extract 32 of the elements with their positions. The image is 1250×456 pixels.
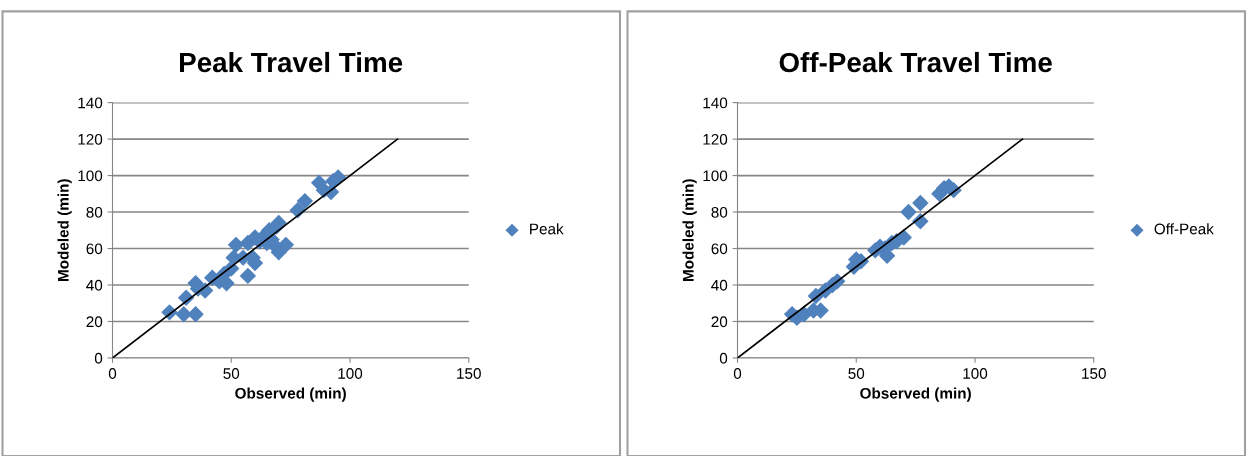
y-tick-label: 80 [86, 206, 103, 218]
y-tick-label: 100 [703, 170, 728, 182]
x-axis-title: Observed (min) [235, 387, 346, 402]
y-tick-label: 140 [78, 97, 103, 109]
y-tick-label: 140 [703, 97, 728, 109]
y-tick-label: 0 [719, 352, 728, 364]
x-axis-title: Observed (min) [860, 387, 971, 402]
x-tick-label: 100 [338, 368, 363, 379]
chart-title: Peak Travel Time [180, 51, 403, 73]
x-tick-label: 0 [733, 368, 742, 379]
y-tick-label: 60 [86, 243, 103, 255]
x-tick-label: 50 [223, 368, 240, 379]
y-tick-label: 20 [86, 316, 103, 328]
y-tick-label: 100 [78, 170, 103, 182]
x-tick-label: 150 [457, 368, 481, 379]
y-tick-label: 80 [711, 206, 728, 218]
y-tick-label: 0 [94, 352, 103, 364]
y-axis-title: Modeled (min) [682, 179, 697, 282]
y-tick-label: 40 [711, 279, 728, 291]
legend-label: Off-Peak [1154, 223, 1214, 235]
x-tick-label: 0 [108, 368, 117, 379]
chart-title: Off-Peak Travel Time [779, 51, 1052, 73]
y-axis-title: Modeled (min) [57, 179, 72, 282]
legend-label: Peak [530, 223, 564, 235]
x-tick-label: 50 [848, 368, 865, 379]
y-tick-label: 60 [711, 243, 728, 255]
y-tick-label: 40 [86, 279, 103, 291]
x-tick-label: 100 [963, 368, 988, 379]
x-tick-label: 150 [1082, 368, 1106, 379]
y-tick-label: 20 [711, 316, 728, 328]
y-tick-label: 120 [703, 133, 728, 145]
y-tick-label: 120 [78, 133, 103, 145]
